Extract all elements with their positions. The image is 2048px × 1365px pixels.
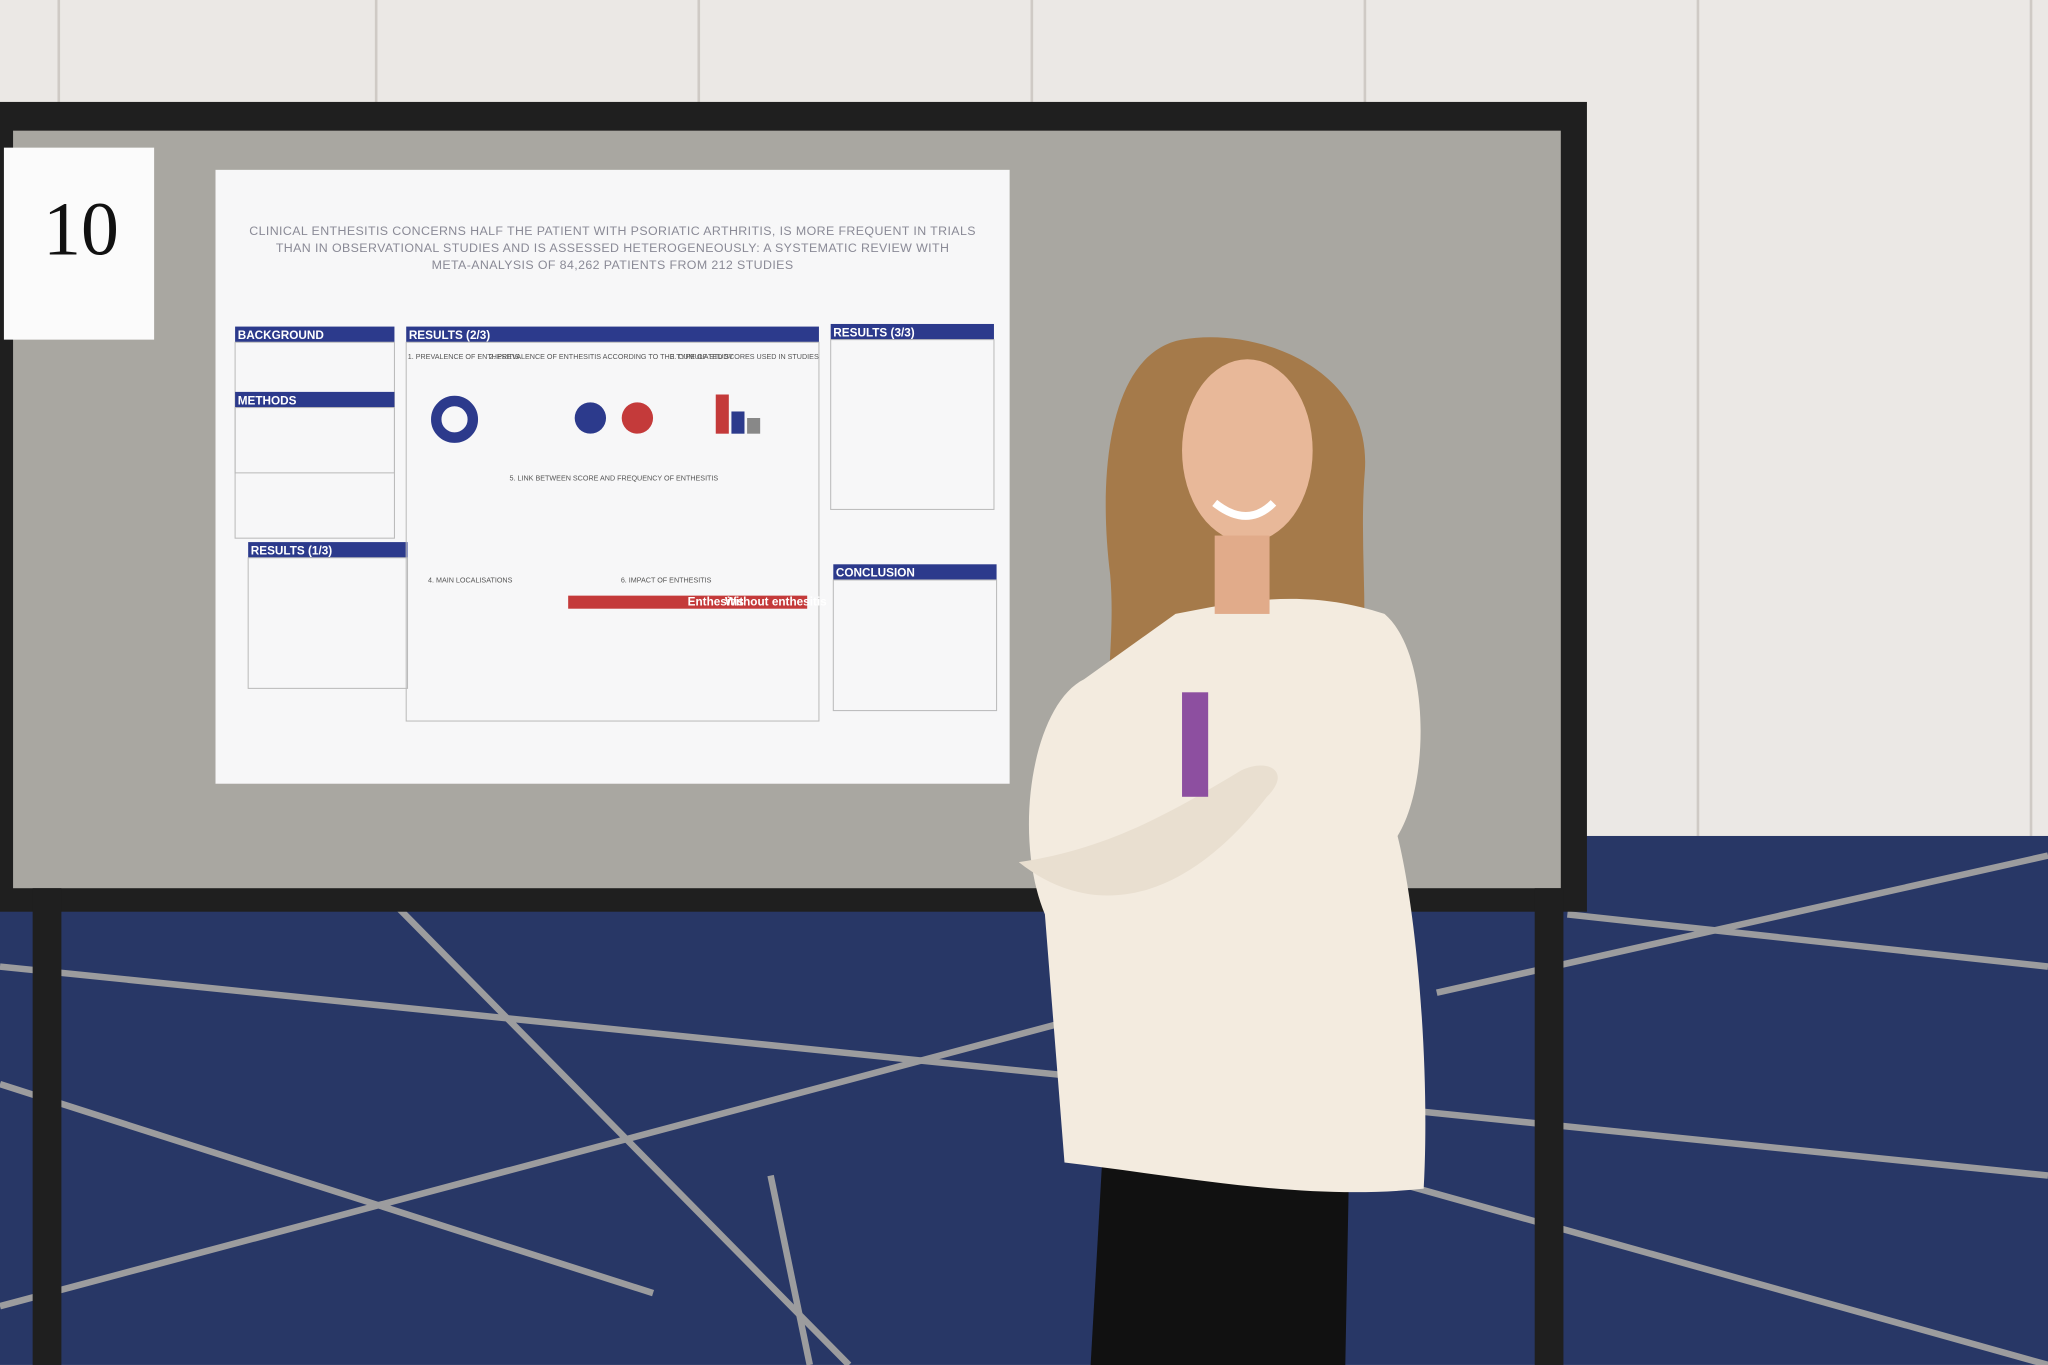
title-line: CLINICAL ENTHESITIS CONCERNS HALF THE PA…	[249, 224, 976, 238]
poster-title: CLINICAL ENTHESITIS CONCERNS HALF THE PA…	[249, 224, 976, 272]
section-header-bg	[830, 323, 994, 340]
section-header: RESULTS (1/3)	[251, 545, 332, 558]
title-line: META-ANALYSIS OF 84,262 PATIENTS FROM 21…	[432, 258, 794, 272]
poster-body: BACKGROUND METHODS RESULTS (1/3) RESULTS (2…	[234, 323, 998, 722]
title-line: THAN IN OBSERVATIONAL STUDIES AND IS ASS…	[276, 241, 949, 255]
section-header: RESULTS (3/3)	[833, 326, 914, 339]
subheading: 4. MAIN LOCALISATIONS	[428, 577, 513, 585]
bar-shape	[715, 394, 729, 434]
section-header: RESULTS (2/3)	[409, 329, 490, 342]
carpet	[0, 835, 2048, 1365]
section-header-bg	[235, 326, 395, 343]
carpet-pattern	[0, 852, 2048, 1365]
section-box	[832, 579, 998, 712]
table-header: Enthesitis	[688, 595, 745, 608]
section-header-bg	[406, 326, 819, 343]
subheading: 5. LINK BETWEEN SCORE AND FREQUENCY OF E…	[510, 475, 719, 483]
poster	[215, 169, 1010, 784]
pie	[574, 402, 607, 434]
subheading: 6. IMPACT OF ENTHESITIS	[621, 577, 712, 585]
bar-shape	[747, 418, 761, 434]
section-box	[405, 341, 820, 722]
section-box	[830, 339, 995, 510]
board-number: 10	[43, 188, 119, 272]
donut	[431, 395, 479, 443]
table-header: Without enthesitis	[725, 595, 827, 608]
section-box	[234, 407, 395, 539]
subheading: 1. PREVALENCE OF ENTHESITIS	[408, 353, 520, 361]
pie	[621, 402, 654, 434]
board-leg	[1534, 888, 1564, 1365]
subheading: 3. CUMULATED SCORES USED IN STUDIES	[670, 353, 819, 361]
section-header: CONCLUSION	[836, 567, 915, 580]
number-card	[3, 147, 155, 340]
section-header-bg	[235, 391, 395, 408]
bar-shape	[731, 411, 745, 434]
section-header: METHODS	[238, 394, 297, 407]
table-header-bg	[568, 595, 808, 609]
board-leg	[32, 888, 62, 1365]
section-header-bg	[833, 564, 997, 580]
section-box	[247, 557, 409, 689]
subheading: 2. PREVALENCE OF ENTHESITIS ACCORDING TO…	[489, 353, 733, 361]
wall-seams	[57, 0, 2033, 850]
section-header: BACKGROUND	[238, 329, 324, 342]
person	[1018, 337, 1426, 1365]
section-header-bg	[248, 542, 408, 558]
